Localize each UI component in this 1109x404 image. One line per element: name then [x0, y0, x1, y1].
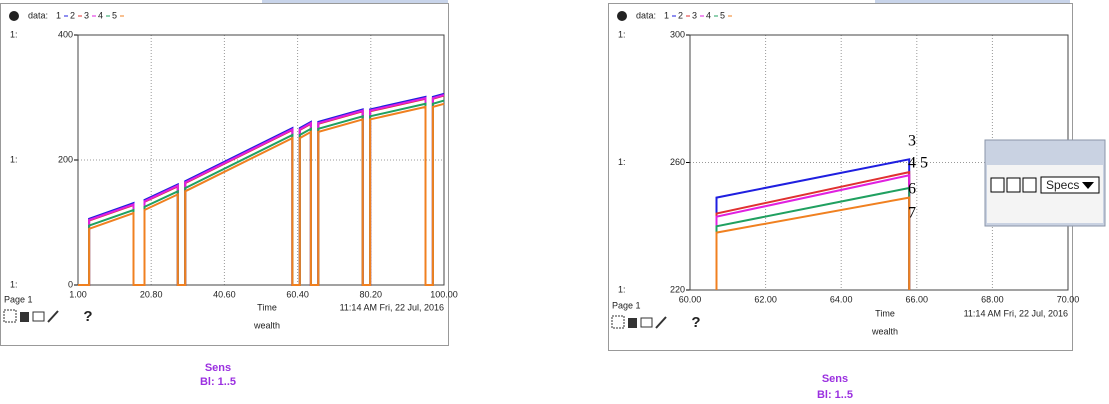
annotation: 7 [908, 205, 916, 222]
page-label: Page 1 [4, 294, 33, 304]
legend-entry: 5 [720, 10, 725, 20]
legend-title: data: [636, 10, 656, 20]
specs-dropdown-label[interactable]: Specs [1046, 178, 1079, 192]
x-tick-label: 66.00 [906, 294, 929, 304]
y-tick-label: 300 [670, 29, 685, 39]
y-tick-label: 260 [670, 157, 685, 167]
x-tick-label: 1.00 [69, 289, 87, 299]
timestamp: 11:14 AM Fri, 22 Jul, 2016 [964, 308, 1068, 318]
footer-label: wealth [253, 320, 280, 330]
x-tick-label: 60.40 [286, 289, 309, 299]
play-button[interactable] [991, 178, 1004, 192]
caption-title: Sens [822, 373, 848, 385]
x-axis-label: Time [257, 302, 277, 312]
app-icon [617, 11, 627, 21]
x-tick-label: 70.00 [1057, 294, 1080, 304]
help-button[interactable]: ? [83, 308, 92, 325]
x-tick-label: 80.20 [360, 289, 383, 299]
legend-entry: 4 [98, 10, 103, 20]
x-tick-label: 68.00 [981, 294, 1004, 304]
stop-button[interactable] [1023, 178, 1036, 192]
legend-entry: 2 [678, 10, 683, 20]
footer-label: wealth [871, 326, 898, 336]
control-panel-body [987, 165, 1103, 223]
annotation: 3 [908, 133, 916, 150]
legend-entry: 3 [84, 10, 89, 20]
lock-icon[interactable] [20, 312, 29, 322]
x-tick-label: 40.60 [213, 289, 236, 299]
y-tick-label: 220 [670, 284, 685, 294]
x-tick-label: 62.00 [754, 294, 777, 304]
axis-marker: 1: [10, 279, 18, 289]
legend-entry: 5 [112, 10, 117, 20]
axis-marker: 1: [618, 29, 626, 39]
screen: Sens Bl: 1..5 Sens Bl: 1..5 1.00 20.80 40.… [0, 0, 1109, 404]
legend-entry: 1 [56, 10, 61, 20]
y-tick-label: 200 [58, 154, 73, 164]
legend-entry: 2 [70, 10, 75, 20]
lock-icon[interactable] [628, 318, 637, 328]
x-tick-label: 60.00 [679, 294, 702, 304]
x-tick-label: 64.00 [830, 294, 853, 304]
timestamp: 11:14 AM Fri, 22 Jul, 2016 [340, 302, 444, 312]
y-tick-label: 400 [58, 29, 73, 39]
axis-marker: 1: [618, 157, 626, 167]
x-tick-label: 20.80 [140, 289, 163, 299]
page-label: Page 1 [612, 300, 641, 310]
legend-entry: 3 [692, 10, 697, 20]
caption-subtitle: Bl: 1..5 [817, 389, 853, 401]
app-icon [9, 11, 19, 21]
caption-title: Sens [205, 362, 231, 374]
axis-marker: 1: [618, 284, 626, 294]
legend-title: data: [28, 10, 48, 20]
help-button[interactable]: ? [691, 314, 700, 331]
x-axis-label: Time [875, 308, 895, 318]
axis-marker: 1: [10, 29, 18, 39]
legend-entry: 1 [664, 10, 669, 20]
legend-entry: 4 [706, 10, 711, 20]
axis-marker: 1: [10, 154, 18, 164]
page: Sens Bl: 1..5 Sens Bl: 1..5 1.00 20.80 40.… [0, 0, 1109, 404]
pause-button[interactable] [1007, 178, 1020, 192]
annotation: 4 5 [908, 155, 928, 172]
y-tick-label: 0 [68, 279, 73, 289]
caption-subtitle: Bl: 1..5 [200, 376, 236, 388]
x-tick-label: 100.00 [430, 289, 458, 299]
annotation: 6 [908, 181, 916, 198]
